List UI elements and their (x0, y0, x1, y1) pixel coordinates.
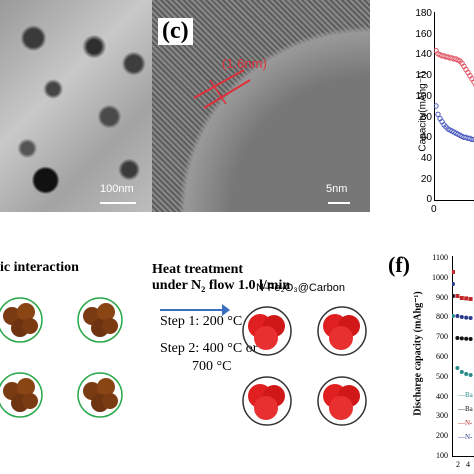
f-plot-point-s2-0 (452, 294, 455, 298)
f-plot-point-s3-4 (468, 373, 473, 377)
scale-label-right: 5nm (326, 183, 348, 195)
f-plot-point-s0-4 (468, 297, 473, 301)
f-plot-point-s2-1 (455, 336, 460, 340)
f-plot-frame (452, 256, 474, 457)
product-3 (242, 376, 292, 426)
f-plot-point-s3-0 (452, 314, 455, 318)
panel-label-c: (c) (158, 18, 193, 45)
top-plot-point-s1-1 (435, 111, 441, 118)
cluster-4 (77, 372, 123, 418)
f-plot-point-s0-2 (459, 296, 464, 300)
cluster-2 (77, 297, 123, 343)
product-4 (317, 376, 367, 426)
product-label: N-Fe₂O₃@Carbon (256, 282, 345, 294)
f-plot-point-s1-0 (452, 282, 455, 286)
product-1 (242, 306, 292, 356)
f-plot-area (452, 270, 473, 377)
f-yticks: 1100 1000 900 800 700 600 500 400 300 20… (432, 253, 448, 460)
top-plot-point-s1-18 (469, 136, 474, 143)
top-plot-point-s1-0 (434, 103, 439, 109)
scale-bar-left (100, 202, 136, 204)
legend-item-2: —Ba (458, 405, 473, 413)
top-plot-yticks: 180 160 140 120 100 80 60 40 20 0 (415, 8, 432, 206)
f-plot-point-s3-2 (459, 370, 464, 374)
lattice-markers (193, 69, 251, 109)
f-xtick-2: 2 (456, 460, 460, 469)
f-plot-point-s2-4 (468, 337, 473, 341)
process-arrow-icon (160, 304, 230, 316)
f-plot-point-s3-3 (464, 372, 469, 376)
f-plot-point-s0-0 (452, 270, 455, 274)
legend-item-3: —N- (458, 419, 473, 427)
f-plot-point-s3-1 (455, 366, 460, 370)
cluster-1 (0, 297, 43, 343)
f-plot-point-s1-4 (468, 316, 473, 320)
scale-label-left: 100nm (100, 183, 134, 195)
product-clusters (242, 306, 367, 426)
cluster-3 (0, 372, 43, 418)
scale-bar-right (328, 202, 350, 204)
f-plot-point-s1-3 (464, 315, 469, 320)
f-plot-point-s2-2 (459, 336, 464, 341)
f-legend: —Ba —Ba —N- —N- (458, 388, 473, 444)
f-plot-point-s1-1 (455, 314, 460, 318)
top-plot-area (434, 47, 474, 143)
f-plot-point-s2-3 (464, 336, 469, 341)
precursor-clusters (0, 297, 123, 418)
panel-label-f: (f) (388, 252, 410, 277)
tem-image-left (0, 0, 152, 212)
top-plot-xtick-0: 0 (431, 204, 437, 215)
product-2 (317, 306, 367, 356)
step-2: Step 2: 400 °C or 700 °C (160, 341, 258, 374)
top-plot-frame (434, 12, 474, 201)
legend-item-1: —Ba (458, 391, 473, 399)
scheme-left-title: ic interaction (0, 260, 79, 275)
legend-item-4: —N- (458, 433, 473, 441)
f-plot-point-s0-3 (464, 296, 469, 301)
lattice-label: (1.6nm) (222, 56, 267, 71)
step-1: Step 1: 200 °C (160, 314, 243, 329)
f-plot-point-s0-1 (455, 294, 460, 298)
heat-treatment-title: Heat treatment under N₂ flow 1.0 l/min (152, 262, 291, 293)
f-xtick-4: 4 (466, 460, 470, 469)
f-plot-point-s1-2 (459, 315, 464, 319)
